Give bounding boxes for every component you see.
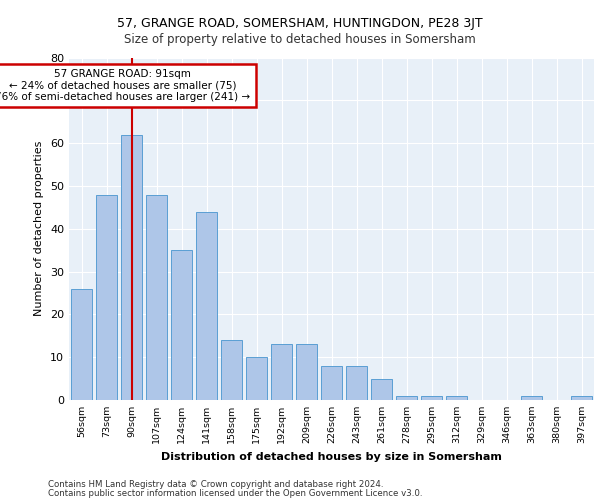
Bar (146, 194, 167, 400)
Bar (571, 396, 592, 400)
Bar (271, 344, 292, 400)
X-axis label: Distribution of detached houses by size in Somersham: Distribution of detached houses by size … (161, 452, 502, 462)
Bar (346, 366, 367, 400)
Text: Contains HM Land Registry data © Crown copyright and database right 2024.: Contains HM Land Registry data © Crown c… (48, 480, 383, 489)
Bar (171, 250, 192, 400)
Bar (446, 396, 467, 400)
Bar (71, 288, 92, 400)
Bar (521, 396, 542, 400)
Bar (221, 340, 242, 400)
Bar (96, 194, 117, 400)
Text: 57, GRANGE ROAD, SOMERSHAM, HUNTINGDON, PE28 3JT: 57, GRANGE ROAD, SOMERSHAM, HUNTINGDON, … (117, 18, 483, 30)
Bar (321, 366, 342, 400)
Bar (296, 344, 317, 400)
Bar (421, 396, 442, 400)
Bar (396, 396, 417, 400)
Text: 57 GRANGE ROAD: 91sqm
← 24% of detached houses are smaller (75)
76% of semi-deta: 57 GRANGE ROAD: 91sqm ← 24% of detached … (0, 68, 250, 102)
Bar (121, 134, 142, 400)
Text: Contains public sector information licensed under the Open Government Licence v3: Contains public sector information licen… (48, 489, 422, 498)
Y-axis label: Number of detached properties: Number of detached properties (34, 141, 44, 316)
Text: Size of property relative to detached houses in Somersham: Size of property relative to detached ho… (124, 32, 476, 46)
Bar (371, 378, 392, 400)
Bar (196, 212, 217, 400)
Bar (246, 357, 267, 400)
